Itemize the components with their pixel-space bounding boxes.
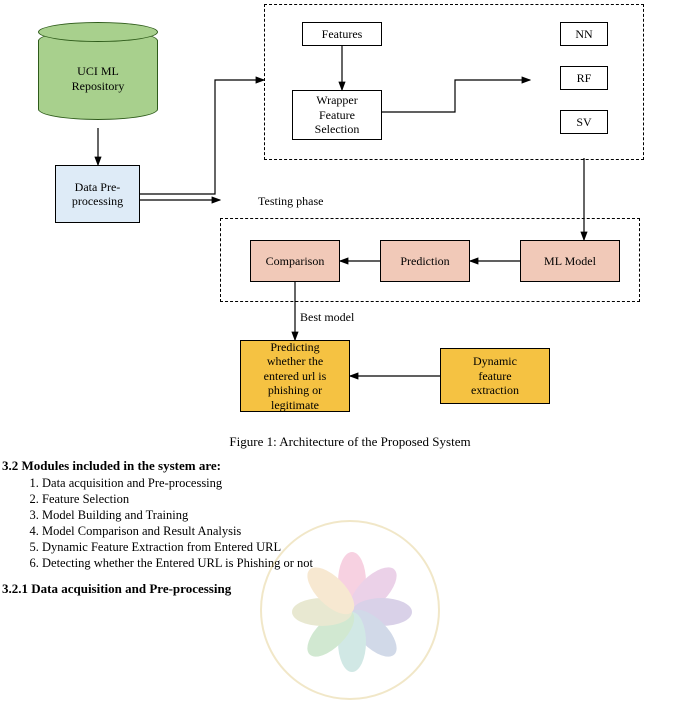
architecture-diagram: UCI MLRepository Data Pre-processing Fea… [0, 0, 700, 430]
modules-list: Data acquisition and Pre-processingFeatu… [42, 476, 700, 571]
predict-url-box: Predictingwhether theentered url isphish… [240, 340, 350, 412]
testing-phase-label: Testing phase [258, 194, 323, 209]
module-item: Detecting whether the Entered URL is Phi… [42, 556, 700, 571]
node-label: SV [576, 115, 591, 129]
features-box: Features [302, 22, 382, 46]
uci-repository-cylinder: UCI MLRepository [38, 30, 158, 120]
data-preprocessing-box: Data Pre-processing [55, 165, 140, 223]
module-item: Dynamic Feature Extraction from Entered … [42, 540, 700, 555]
section-3-2-heading: 3.2 Modules included in the system are: [0, 458, 700, 474]
module-item: Model Comparison and Result Analysis [42, 524, 700, 539]
node-label: Features [322, 27, 363, 41]
node-label: Comparison [266, 254, 325, 268]
prediction-box: Prediction [380, 240, 470, 282]
uci-repository-label: UCI MLRepository [39, 64, 157, 93]
node-label: NN [575, 27, 592, 41]
figure-caption: Figure 1: Architecture of the Proposed S… [0, 434, 700, 450]
node-label: ML Model [544, 254, 596, 268]
comparison-box: Comparison [250, 240, 340, 282]
node-label: Prediction [400, 254, 449, 268]
node-label: WrapperFeatureSelection [315, 93, 360, 136]
best-model-label: Best model [300, 310, 354, 325]
module-item: Model Building and Training [42, 508, 700, 523]
wrapper-feature-selection-box: WrapperFeatureSelection [292, 90, 382, 140]
dynamic-feature-extraction-box: Dynamicfeatureextraction [440, 348, 550, 404]
sv-box: SV [560, 110, 608, 134]
node-label: Data Pre-processing [72, 180, 123, 209]
node-label: RF [577, 71, 592, 85]
node-label: Predictingwhether theentered url isphish… [264, 340, 327, 412]
node-label: Dynamicfeatureextraction [471, 354, 519, 397]
module-item: Feature Selection [42, 492, 700, 507]
ml-model-box: ML Model [520, 240, 620, 282]
module-item: Data acquisition and Pre-processing [42, 476, 700, 491]
nn-box: NN [560, 22, 608, 46]
rf-box: RF [560, 66, 608, 90]
section-3-2-1-heading: 3.2.1 Data acquisition and Pre-processin… [0, 581, 700, 597]
